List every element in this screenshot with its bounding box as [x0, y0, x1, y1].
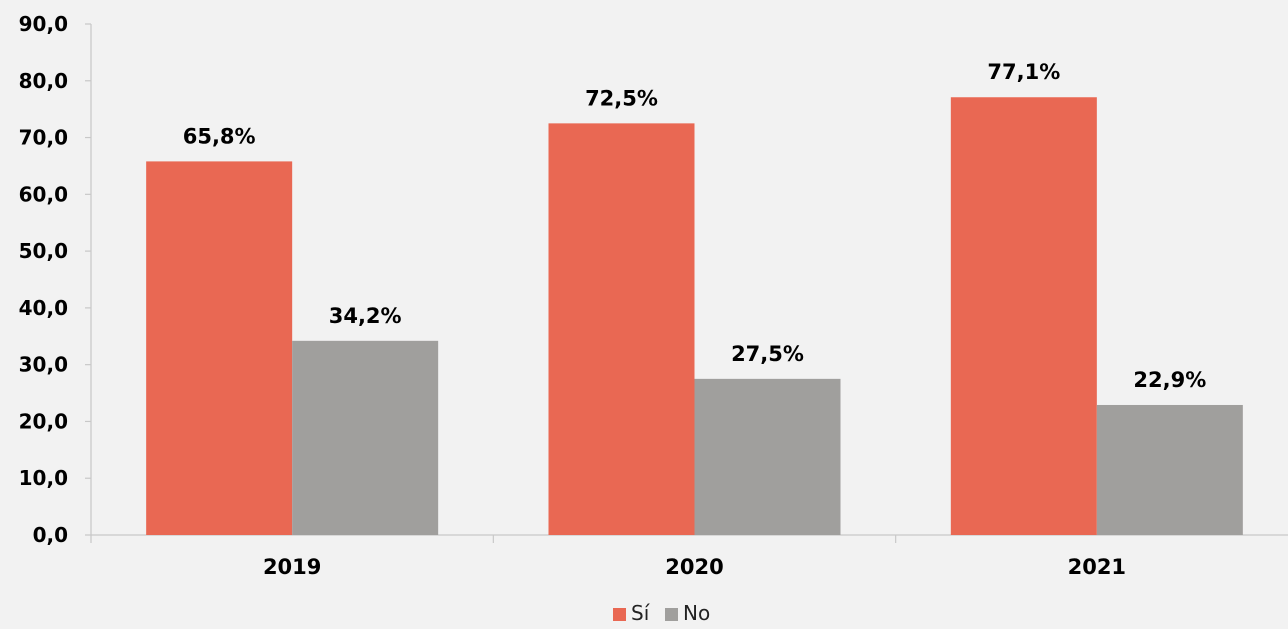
- bar-si-2020: [548, 123, 695, 535]
- x-tick-label: 2019: [263, 555, 321, 579]
- x-axis-ticks: 2019 2020 2021: [90, 535, 1126, 579]
- data-label: 34,2%: [329, 304, 402, 328]
- legend-swatch: [665, 608, 678, 621]
- bar-no-2021: [1096, 404, 1243, 535]
- bars: [146, 97, 1243, 535]
- y-axis-ticks: 0,0 10,0 20,0 30,0 40,0 50,0 60,0 70,0 80,0 90,0: [19, 12, 91, 547]
- data-labels: 65,8% 34,2% 72,5% 27,5% 77,1% 22,9%: [183, 60, 1207, 392]
- y-tick-label: 90,0: [19, 12, 68, 36]
- data-label: 72,5%: [585, 86, 658, 110]
- x-tick-label: 2021: [1068, 555, 1126, 579]
- data-label: 77,1%: [987, 60, 1060, 84]
- data-label: 22,9%: [1133, 368, 1206, 392]
- bar-si-2019: [146, 161, 293, 535]
- y-tick-label: 40,0: [19, 296, 68, 320]
- legend: Sí No: [613, 601, 710, 625]
- bar-no-2020: [694, 378, 841, 535]
- y-tick-label: 50,0: [19, 239, 68, 263]
- y-tick-label: 30,0: [19, 353, 68, 377]
- legend-label: Sí: [631, 601, 651, 625]
- y-tick-label: 0,0: [33, 523, 68, 547]
- legend-label: No: [683, 601, 710, 625]
- data-label: 27,5%: [731, 342, 804, 366]
- bar-no-2019: [292, 340, 439, 535]
- y-tick-label: 60,0: [19, 182, 68, 206]
- x-tick-label: 2020: [665, 555, 723, 579]
- data-label: 65,8%: [183, 124, 256, 148]
- y-tick-label: 70,0: [19, 126, 68, 150]
- y-tick-label: 20,0: [19, 409, 68, 433]
- legend-swatch: [613, 608, 626, 621]
- y-tick-label: 80,0: [19, 69, 68, 93]
- bar-si-2021: [950, 97, 1097, 535]
- y-tick-label: 10,0: [19, 466, 68, 490]
